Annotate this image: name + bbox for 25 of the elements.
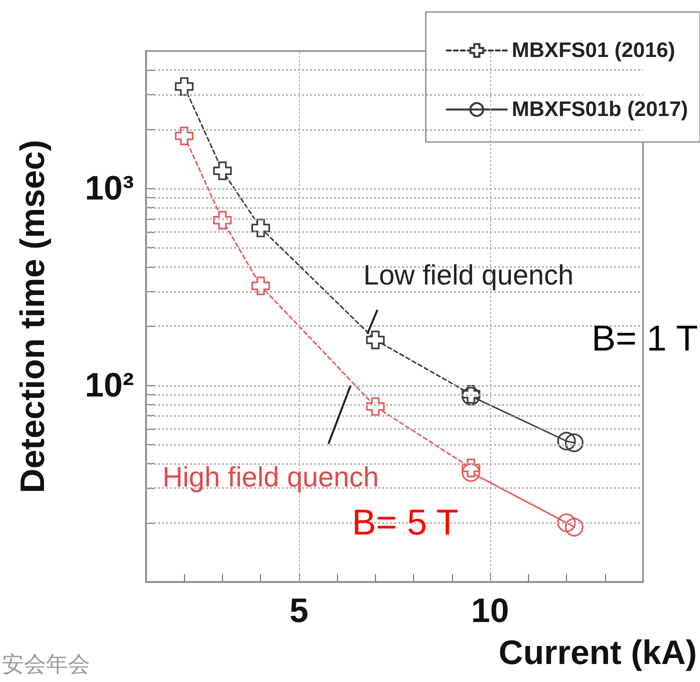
point [557,513,576,532]
point [174,126,194,146]
point [564,433,584,452]
point [462,463,480,482]
legend-label: MBXFS01b (2017) [512,98,688,121]
legend-label: MBXFS01 (2016) [512,39,676,62]
point [213,210,232,230]
annotation: B= 1 T [592,318,698,358]
point [564,518,584,536]
point [251,276,270,296]
point [251,218,270,238]
text: 安会年会 [2,652,90,676]
y-axis-title: Detection time (msec) [14,140,52,494]
point [213,162,232,180]
annotation: B= 5 T [352,502,458,542]
x-tick-label: 5 [289,592,308,630]
annotation: High field quench [162,461,379,492]
point [174,77,194,96]
point [366,330,385,350]
x-tick-label: 10 [471,592,509,630]
x-axis-title: Current (kA) [498,634,697,672]
annotation: Low field quench [363,259,574,290]
point [366,397,385,416]
y-tick-label: 10² [84,366,134,404]
y-tick-label: 10³ [84,170,134,208]
